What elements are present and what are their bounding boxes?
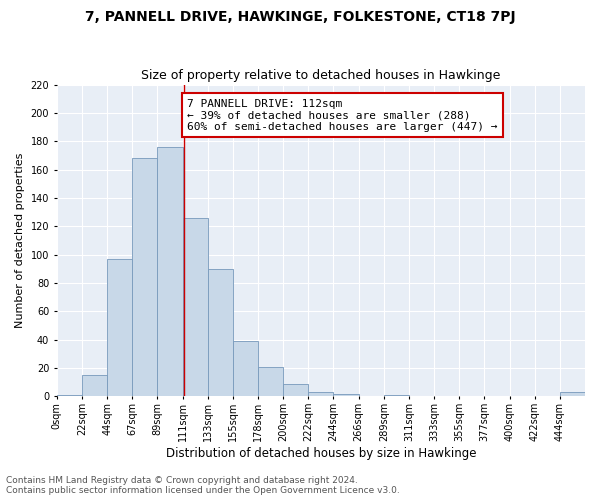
- Bar: [57, 395, 82, 396]
- Text: Contains HM Land Registry data © Crown copyright and database right 2024.
Contai: Contains HM Land Registry data © Crown c…: [6, 476, 400, 495]
- Bar: [208, 269, 233, 396]
- Bar: [283, 384, 308, 396]
- Bar: [157, 147, 182, 396]
- Text: 7, PANNELL DRIVE, HAWKINGE, FOLKESTONE, CT18 7PJ: 7, PANNELL DRIVE, HAWKINGE, FOLKESTONE, …: [85, 10, 515, 24]
- Bar: [384, 395, 409, 396]
- Title: Size of property relative to detached houses in Hawkinge: Size of property relative to detached ho…: [141, 69, 500, 82]
- Bar: [132, 158, 157, 396]
- Bar: [334, 394, 359, 396]
- Text: 7 PANNELL DRIVE: 112sqm
← 39% of detached houses are smaller (288)
60% of semi-d: 7 PANNELL DRIVE: 112sqm ← 39% of detache…: [187, 98, 497, 132]
- Bar: [82, 375, 107, 396]
- Bar: [560, 392, 585, 396]
- Bar: [107, 259, 132, 396]
- X-axis label: Distribution of detached houses by size in Hawkinge: Distribution of detached houses by size …: [166, 447, 476, 460]
- Bar: [182, 218, 208, 396]
- Bar: [233, 341, 258, 396]
- Bar: [308, 392, 334, 396]
- Y-axis label: Number of detached properties: Number of detached properties: [15, 153, 25, 328]
- Bar: [258, 366, 283, 396]
